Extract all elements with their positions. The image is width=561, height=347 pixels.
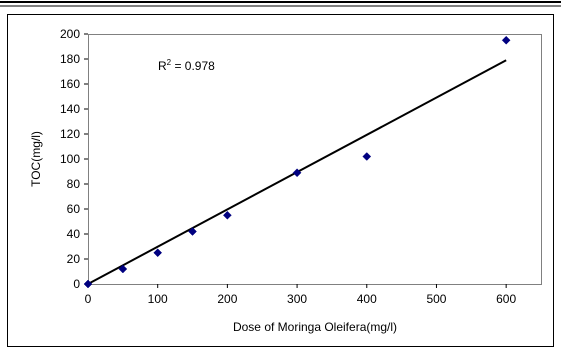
y-tick-label: 0 xyxy=(73,277,80,291)
y-tick-label: 200 xyxy=(60,27,80,41)
x-tick-label: 400 xyxy=(357,292,377,306)
data-point-diamond xyxy=(153,248,163,258)
y-tick-label: 180 xyxy=(60,52,80,66)
y-tick-label: 40 xyxy=(67,227,81,241)
x-tick-label: 300 xyxy=(287,292,307,306)
data-points xyxy=(83,35,511,289)
y-tick-label: 160 xyxy=(60,77,80,91)
y-tick-label: 120 xyxy=(60,127,80,141)
y-tick-label: 140 xyxy=(60,102,80,116)
x-tick-label: 600 xyxy=(496,292,516,306)
x-tick-label: 500 xyxy=(426,292,446,306)
data-point-diamond xyxy=(118,264,128,274)
r2-annotation: R2 = 0.978 xyxy=(158,58,215,73)
data-point-diamond xyxy=(223,210,232,220)
y-axis-label: TOC(mg/l) xyxy=(29,131,43,187)
y-axis-ticks: 0 20 40 60 80 100 120 140 160 180 200 xyxy=(60,27,88,291)
y-tick-label: 60 xyxy=(67,202,81,216)
data-point-diamond xyxy=(188,227,197,236)
x-axis-label: Dose of Moringa Oleifera(mg/l) xyxy=(233,320,397,334)
y-tick-label: 20 xyxy=(67,252,81,266)
y-tick-label: 80 xyxy=(67,177,81,191)
r2-base: R xyxy=(158,59,167,73)
data-point-diamond xyxy=(501,35,511,45)
data-point-diamond xyxy=(362,152,372,161)
data-point-diamond xyxy=(83,279,93,289)
data-point-diamond xyxy=(292,168,302,178)
x-tick-label: 100 xyxy=(148,292,168,306)
x-tick-label: 0 xyxy=(85,292,92,306)
x-tick-label: 200 xyxy=(217,292,237,306)
y-tick-label: 100 xyxy=(60,152,80,166)
r2-value: = 0.978 xyxy=(171,59,215,73)
x-axis-ticks: 0 100 200 300 400 500 600 xyxy=(85,284,516,306)
r2-superscript: 2 xyxy=(167,58,172,67)
